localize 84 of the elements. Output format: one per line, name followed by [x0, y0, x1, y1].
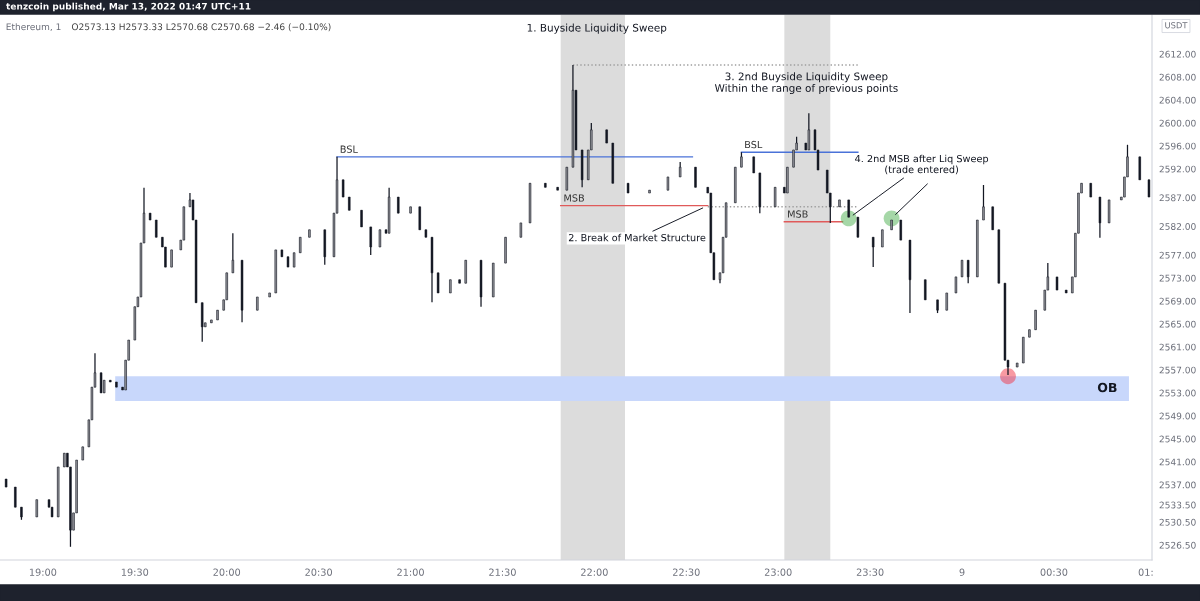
candlestick	[504, 236, 507, 264]
series-label: BSL	[340, 145, 358, 153]
y-tick-label: 2592.00	[1159, 165, 1196, 173]
candlestick	[409, 206, 412, 214]
y-tick-label: 2577.00	[1159, 251, 1196, 259]
candlestick	[991, 206, 994, 231]
candlestick	[464, 259, 467, 284]
candlestick	[14, 486, 17, 508]
y-tick-label: 2557.00	[1159, 366, 1196, 374]
x-tick-label: 20:30	[305, 568, 332, 576]
candlestick	[231, 232, 235, 274]
x-tick-label: 01:	[1138, 568, 1153, 576]
band-label: OB	[1097, 382, 1117, 393]
y-tick-label: 2604.00	[1159, 96, 1196, 104]
candlestick	[210, 319, 213, 324]
x-tick-label: 9	[959, 568, 965, 576]
y-tick-label: 2608.00	[1159, 73, 1196, 81]
y-tick-label: 2545.00	[1159, 435, 1196, 443]
series-label: MSB	[564, 194, 584, 202]
candlestick	[786, 166, 789, 194]
y-tick-label: 2549.00	[1159, 412, 1196, 420]
y-tick-label: 2612.00	[1159, 50, 1196, 58]
candlestick	[360, 209, 363, 228]
y-tick-label: 2600.00	[1159, 119, 1196, 127]
x-tick-label: 19:00	[29, 568, 57, 576]
x-tick-label: 21:30	[489, 568, 516, 576]
candlestick	[458, 279, 461, 284]
x-tick-label: 20:00	[213, 568, 241, 576]
candlestick	[982, 184, 985, 221]
text: tenzcoin published, Mar 13, 2022 01:47 UTC+11	[6, 2, 251, 12]
candlestick	[308, 229, 311, 238]
annotation: 2. Break of Market Structure	[568, 233, 706, 242]
candlestick	[740, 151, 743, 168]
y-tick-label: 2573.00	[1159, 274, 1196, 282]
text: Ethereum, 1	[6, 23, 61, 32]
candlestick	[838, 199, 841, 208]
candlestick	[856, 216, 860, 238]
annotation: 1. Buyside Liquidity Sweep	[527, 23, 667, 34]
y-tick-label: 2553.00	[1159, 389, 1196, 397]
series-label: BSL	[745, 140, 763, 149]
annotation: 4. 2nd MSB after Liq Sweep (trade entered)	[855, 154, 989, 175]
y-tick-label: 2561.00	[1159, 343, 1196, 351]
x-tick-label: 00:30	[1040, 568, 1068, 576]
candlestick	[694, 166, 697, 188]
annotation: 3. 2nd Buyside Liquidity Sweep Within the range of previous points	[714, 72, 898, 94]
text: O2573.13 H2573.33 L2570.68 C2570.68 −2.46 (−0.10%)	[71, 23, 331, 32]
x-tick-label: 19:30	[121, 568, 149, 576]
y-tick-label: 2582.00	[1159, 223, 1196, 230]
x-tick-label: 22:00	[581, 568, 608, 576]
y-tick-label: 2565.00	[1159, 320, 1196, 328]
candlestick	[170, 249, 173, 268]
y-tick-label: 2569.00	[1159, 297, 1196, 305]
candlestick	[899, 219, 902, 241]
candlestick	[565, 166, 569, 191]
candlestick	[216, 309, 219, 321]
candlestick	[966, 259, 970, 284]
y-tick-label: 2587.00	[1159, 194, 1196, 202]
y-tick-label: 2533.50	[1159, 501, 1196, 509]
candlestick	[1138, 156, 1141, 181]
candlestick	[936, 299, 939, 314]
y-tick-label: 2530.50	[1159, 518, 1196, 526]
y-tick-label: 2596.00	[1159, 142, 1196, 150]
x-tick-label: 21:00	[397, 568, 424, 576]
candlestick	[1107, 199, 1111, 224]
candlestick	[1028, 329, 1031, 338]
candlestick	[436, 272, 440, 294]
y-tick-label: 2541.00	[1159, 458, 1196, 466]
candlestick	[115, 381, 118, 388]
text: USDT	[1165, 22, 1188, 29]
x-tick-label: 23:30	[856, 568, 884, 576]
candlestick	[890, 219, 893, 231]
series-label: MSB	[788, 210, 808, 218]
x-tick-label: 22:30	[673, 568, 700, 576]
candlestick	[773, 186, 777, 208]
candlestick	[418, 206, 421, 231]
x-tick-label: 23:00	[764, 568, 792, 576]
y-tick-label: 2526.50	[1159, 541, 1196, 549]
candlestick	[369, 226, 372, 256]
candlestick	[924, 279, 927, 301]
candlestick	[871, 236, 875, 268]
candlestick	[648, 189, 651, 194]
candlestick	[20, 506, 23, 521]
y-tick-label: 2537.00	[1159, 481, 1196, 489]
candlestick	[1034, 309, 1037, 331]
